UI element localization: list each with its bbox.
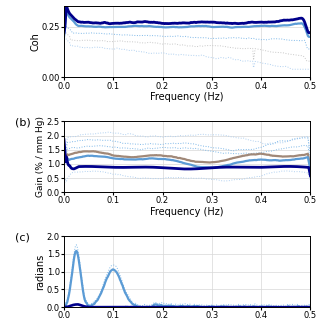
X-axis label: Frequency (Hz): Frequency (Hz) xyxy=(150,207,224,217)
Text: (c): (c) xyxy=(15,233,29,243)
Y-axis label: Gain (% / mm Hg): Gain (% / mm Hg) xyxy=(36,116,45,197)
Y-axis label: radians: radians xyxy=(35,254,45,290)
Text: (b): (b) xyxy=(15,118,30,128)
Y-axis label: Coh: Coh xyxy=(30,32,40,51)
X-axis label: Frequency (Hz): Frequency (Hz) xyxy=(150,92,224,102)
